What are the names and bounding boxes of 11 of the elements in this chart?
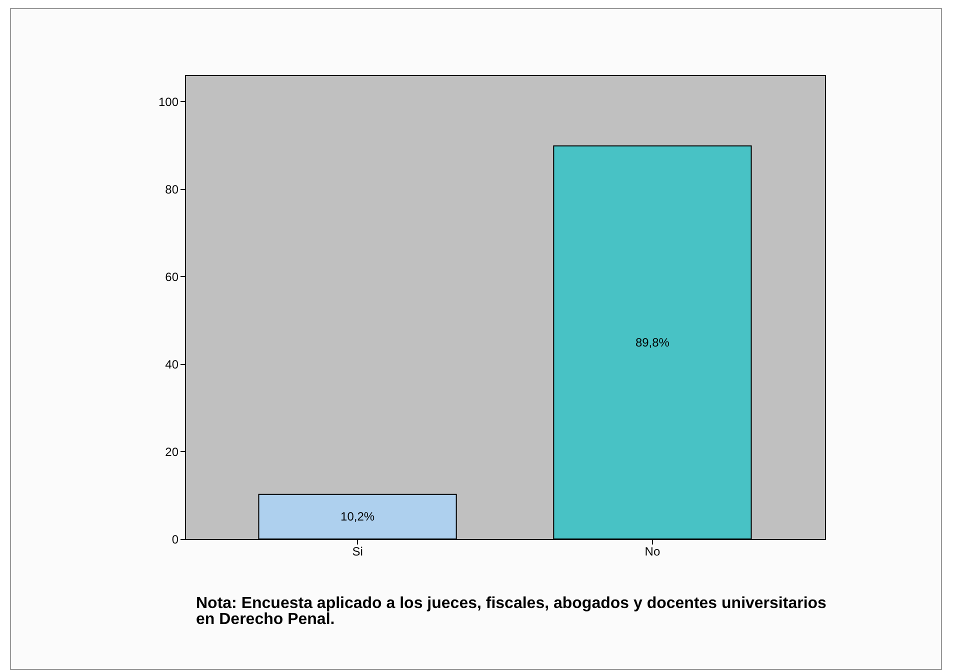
y-tick-label: 0 xyxy=(172,532,179,546)
text: Nota: Encuesta aplicado a los jueces, fiscales, abogados y docentes universitarios en Derecho Penal. xyxy=(196,595,828,628)
y-tick-label: 80 xyxy=(165,182,179,196)
x-tick-label: Si xyxy=(352,544,363,558)
text: 10,2% xyxy=(340,510,375,524)
x-tick-label: No xyxy=(644,544,660,558)
y-tick-label: 60 xyxy=(165,270,179,284)
y-tick-label: 100 xyxy=(158,94,179,109)
y-tick-label: 40 xyxy=(165,357,179,372)
text: 89,8% xyxy=(635,335,670,350)
y-tick-label: 20 xyxy=(165,444,179,459)
